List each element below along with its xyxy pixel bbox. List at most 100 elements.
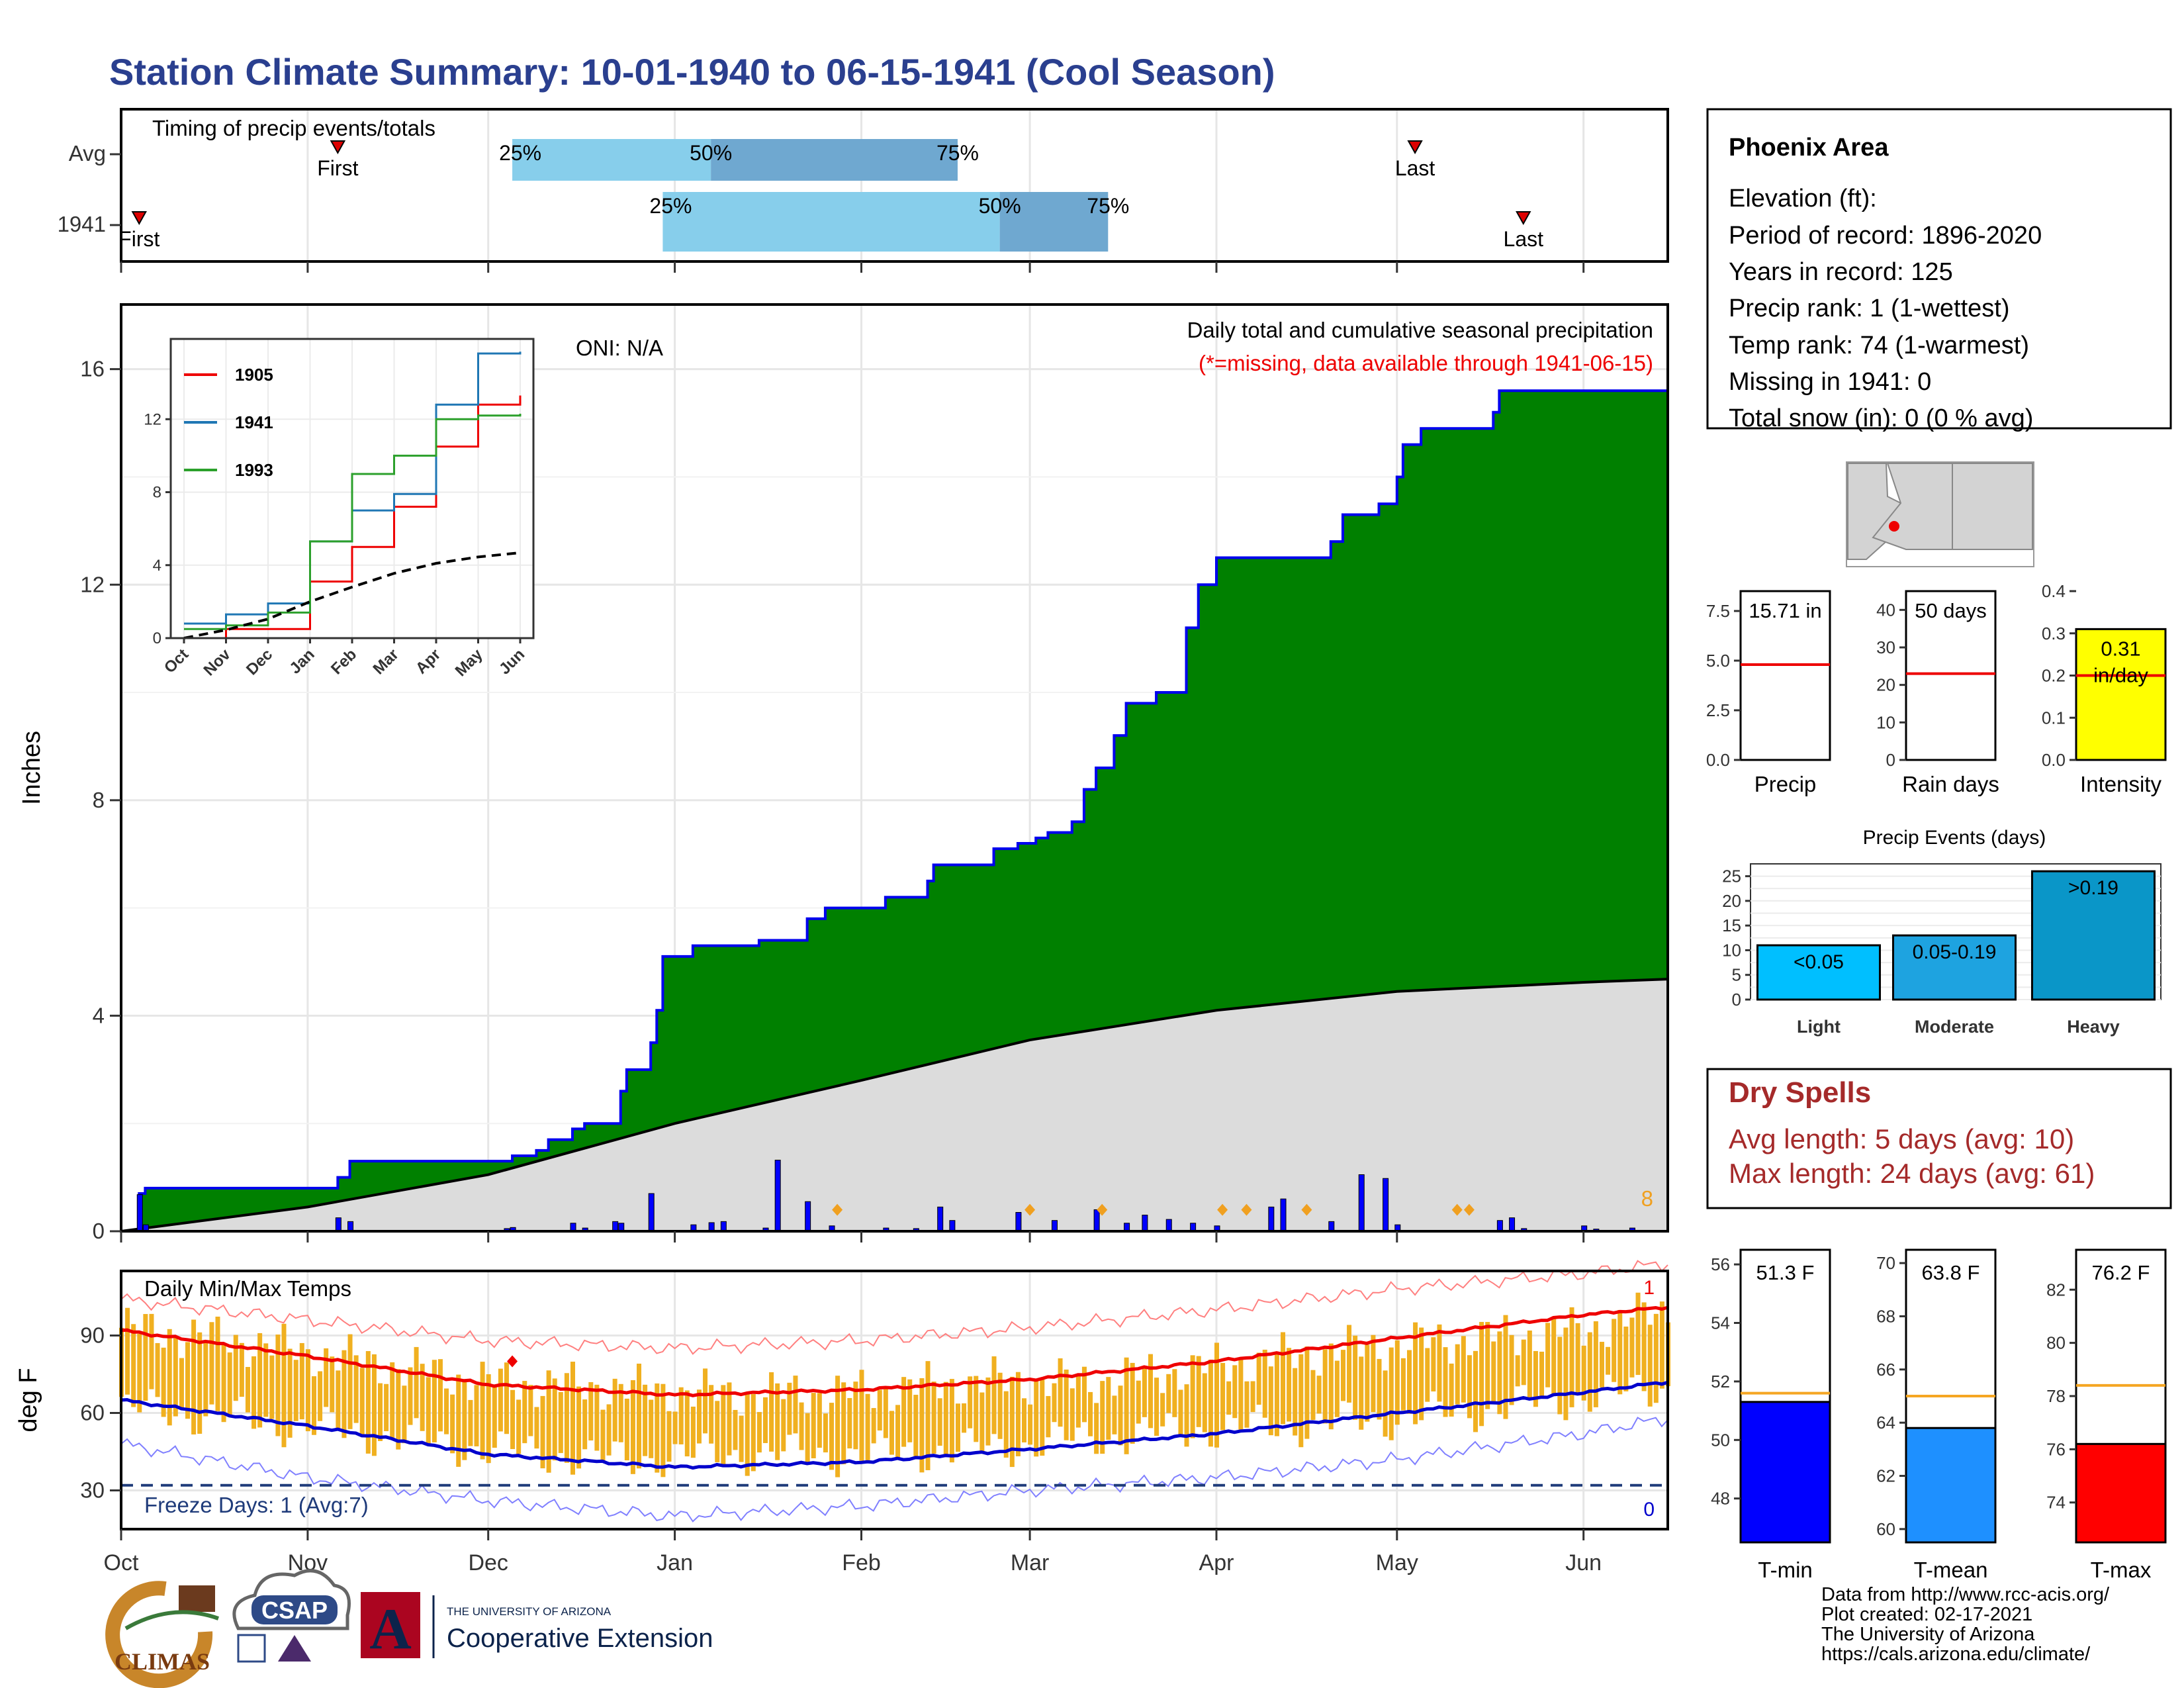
- precip-y-tick-label: 16: [80, 357, 105, 381]
- daily-temp-bar: [504, 1362, 509, 1434]
- daily-temp-bar: [1377, 1358, 1382, 1420]
- station-line-years: Years in record: 125: [1729, 258, 1953, 286]
- season-bar-precip: [1739, 590, 1831, 761]
- daily-temp-bar: [1022, 1398, 1027, 1443]
- season-bar-y-tick-label: 5.0: [1706, 651, 1730, 671]
- temp-summary-y-tick-label: 52: [1711, 1372, 1730, 1391]
- station-location-marker: [1889, 521, 1899, 532]
- daily-temp-bar: [1383, 1370, 1388, 1437]
- season-bar-value-label: 0.31: [2101, 637, 2140, 660]
- dry-spells-avg: Avg length: 5 days (avg: 10): [1729, 1123, 2074, 1154]
- temp-count-top: 1: [1643, 1277, 1655, 1299]
- daily-temp-bar: [672, 1411, 678, 1444]
- daily-temp-bar: [895, 1405, 901, 1458]
- daily-temp-bar: [841, 1382, 846, 1465]
- daily-precip-bar: [1051, 1220, 1058, 1232]
- daily-temp-bar: [179, 1358, 184, 1409]
- daily-temp-bar: [1130, 1362, 1135, 1444]
- daily-temp-bar: [245, 1367, 250, 1413]
- daily-temp-bar: [426, 1377, 431, 1446]
- daily-temp-bar: [1196, 1356, 1201, 1427]
- precip-y-tick-label: 8: [93, 788, 105, 812]
- record-precip-marker: [1217, 1203, 1228, 1216]
- last-event-marker: [1407, 140, 1423, 155]
- daily-temp-bar: [829, 1403, 835, 1470]
- daily-temp-bar: [1419, 1327, 1424, 1421]
- record-precip-marker: [1463, 1203, 1475, 1216]
- season-bar-y-tick-label: 0: [1886, 750, 1895, 770]
- daily-precip-bar: [1509, 1217, 1516, 1232]
- daily-temp-bar: [1503, 1315, 1508, 1419]
- dry-spells-title: Dry Spells: [1729, 1076, 1871, 1109]
- daily-temp-bar: [1515, 1355, 1520, 1387]
- temp-summary-y-tick-label: 80: [2046, 1333, 2066, 1353]
- daily-temp-bar: [637, 1364, 642, 1469]
- credits: Data from http://www.rcc-acis.org/ Plot …: [1821, 1584, 2110, 1665]
- daily-temp-bar: [263, 1343, 269, 1417]
- inset-y-tick-label: 0: [153, 630, 161, 647]
- temp-summary-value-label: 76.2 F: [2092, 1261, 2150, 1284]
- inset-series-line-1993: [184, 414, 522, 630]
- timing-label-75: 75%: [1087, 194, 1129, 218]
- timing-panel-label: Timing of precip events/totals: [152, 116, 435, 140]
- daily-temp-bar: [1587, 1332, 1592, 1412]
- daily-temp-bar: [384, 1383, 389, 1432]
- daily-temp-bar: [1250, 1381, 1255, 1413]
- daily-temp-bar: [865, 1393, 870, 1460]
- season-bar-y-tick-label: 20: [1876, 675, 1895, 695]
- daily-temp-bar: [209, 1322, 214, 1405]
- daily-temp-bar: [161, 1347, 166, 1417]
- daily-temp-bar: [979, 1392, 985, 1453]
- climas-logo: CLIMAS: [105, 1581, 220, 1688]
- precip-y-tick-label: 12: [80, 572, 105, 596]
- temp-summary-value-label: 63.8 F: [1922, 1261, 1980, 1284]
- daily-temp-bar: [1310, 1370, 1316, 1420]
- daily-temp-bar: [1461, 1336, 1466, 1403]
- daily-temp-bar: [1293, 1368, 1298, 1436]
- timing-label-25: 25%: [499, 141, 541, 165]
- daily-temp-bar: [666, 1411, 672, 1462]
- daily-temp-bar: [185, 1342, 191, 1419]
- daily-temp-bar: [1425, 1348, 1430, 1402]
- daily-temp-bar: [1064, 1369, 1069, 1440]
- cumulative-precip-area: [121, 385, 1668, 1231]
- daily-temp-bar: [353, 1355, 359, 1423]
- daily-temp-bar: [1491, 1341, 1496, 1404]
- daily-temp-bar: [1437, 1324, 1442, 1402]
- temp-summary-y-tick-label: 50: [1711, 1430, 1730, 1450]
- daily-precip-bar: [720, 1221, 727, 1232]
- daily-temp-bar: [799, 1402, 804, 1450]
- daily-precip-bar: [1358, 1174, 1365, 1232]
- daily-precip-bar: [335, 1217, 341, 1232]
- credit-line-data-source: Data from http://www.rcc-acis.org/: [1821, 1584, 2110, 1605]
- precip-y-axis-label: Inches: [18, 731, 46, 805]
- events-y-tick-label: 5: [1732, 965, 1741, 985]
- daily-temp-bar: [450, 1394, 455, 1454]
- daily-temp-bar: [1400, 1358, 1406, 1411]
- daily-precip-bar: [774, 1160, 781, 1232]
- daily-temp-bar: [576, 1386, 582, 1469]
- daily-temp-bar: [739, 1415, 744, 1462]
- daily-temp-bar: [1353, 1335, 1358, 1420]
- daily-temp-bar: [365, 1351, 371, 1454]
- first-event-marker: [330, 140, 346, 155]
- daily-precip-bar: [1280, 1198, 1287, 1232]
- temp-summary-y-tick-label: 62: [1876, 1466, 1895, 1486]
- season-bar-y-tick-label: 0.1: [2042, 708, 2066, 727]
- daily-temp-bar: [997, 1372, 1003, 1439]
- missing-note: (*=missing, data available through 1941-…: [1199, 351, 1653, 375]
- daily-temp-bar: [1647, 1325, 1653, 1407]
- daily-temp-bar: [853, 1382, 858, 1450]
- daily-temp-bar: [1178, 1389, 1183, 1436]
- daily-temp-bar: [1551, 1318, 1557, 1396]
- daily-temp-bar: [347, 1334, 353, 1429]
- temp-summary-y-tick-label: 74: [2046, 1493, 2066, 1513]
- events-bar-heavy: [2031, 870, 2156, 1001]
- daily-temp-bar: [1214, 1342, 1219, 1448]
- month-tick-label: Mar: [1011, 1550, 1050, 1575]
- daily-temp-bar: [1208, 1359, 1213, 1447]
- daily-temp-bar: [1088, 1391, 1093, 1436]
- daily-temp-bar: [1046, 1395, 1051, 1438]
- daily-temp-bar: [1244, 1381, 1250, 1428]
- daily-temp-bar: [1009, 1376, 1015, 1468]
